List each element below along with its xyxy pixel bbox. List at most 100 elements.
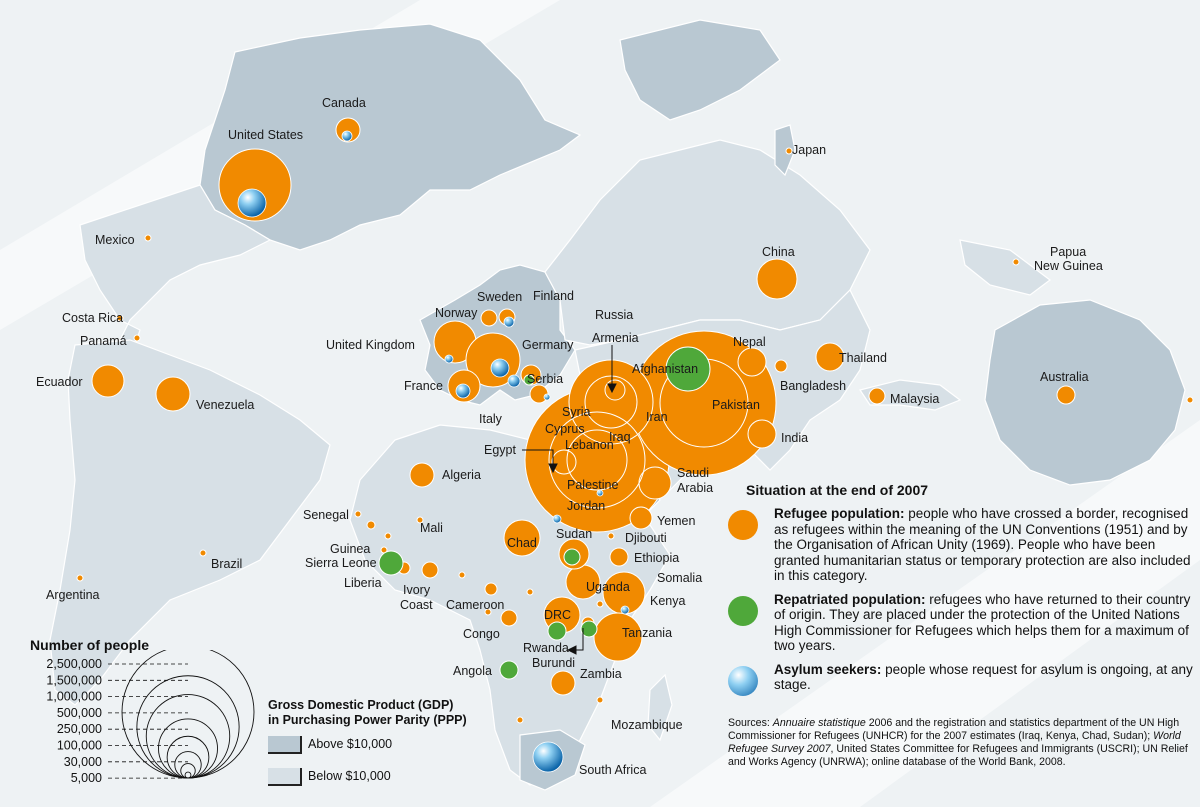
label-saudi-2: Arabia bbox=[677, 481, 714, 495]
asylum-bubbles bbox=[237, 130, 630, 773]
refugee-bubble-egypt-region bbox=[551, 449, 577, 475]
asylum-bubble-united-kingdom bbox=[444, 354, 454, 364]
label-palestine: Palestine bbox=[567, 478, 619, 492]
label-nepal: Nepal bbox=[733, 335, 766, 349]
refugee-dot-11 bbox=[484, 608, 492, 616]
label-ivory-1: Ivory bbox=[403, 583, 431, 597]
refugee-dot-2 bbox=[133, 334, 141, 342]
refugee-dot-0 bbox=[144, 234, 152, 242]
egypt-arrow bbox=[548, 463, 558, 474]
situation-legend: Situation at the end of 2007 Refugee pop… bbox=[728, 482, 1193, 701]
sources-note: Sources: Annuaire statistique 2006 and t… bbox=[728, 717, 1194, 769]
legend-refugee-term: Refugee population: bbox=[774, 506, 905, 521]
refugee-bubble-nepal bbox=[737, 347, 767, 377]
gdp-legend-title: Gross Domestic Product (GDP) in Purchasi… bbox=[268, 698, 528, 728]
size-circle bbox=[174, 751, 202, 779]
size-legend: 2,500,000 1,500,000 1,000,000 500,000 250,00… bbox=[46, 650, 255, 785]
legend-repatriated: Repatriated population: refugees who hav… bbox=[728, 592, 1193, 654]
gdp-below-swatch bbox=[268, 768, 302, 786]
sources-prefix: Sources: bbox=[728, 717, 773, 729]
asylum-bubble-france bbox=[455, 383, 471, 399]
bubble-ring-2 bbox=[584, 375, 638, 429]
label-algeria: Algeria bbox=[442, 468, 481, 482]
label-egypt: Egypt bbox=[484, 443, 516, 457]
sources-title1: Annuaire statistique bbox=[772, 717, 866, 729]
label-brazil: Brazil bbox=[211, 557, 243, 571]
refugee-bubble-bangladesh bbox=[774, 359, 788, 373]
refugee-dot-10 bbox=[458, 571, 466, 579]
legend-refugee-desc: people who have crossed a border, recogn… bbox=[774, 506, 1191, 583]
refugee-bubble-algeria bbox=[409, 462, 435, 488]
refugee-bubble-thailand bbox=[815, 342, 845, 372]
size-legend-title: Number of people bbox=[30, 637, 150, 653]
refugee-bubble-italy-region bbox=[529, 384, 549, 404]
leader-lines bbox=[522, 345, 617, 655]
asylum-bubble-canada bbox=[341, 130, 353, 142]
repatriated-bubbles bbox=[378, 346, 711, 680]
repatriated-swatch-icon bbox=[728, 595, 758, 626]
label-france: France bbox=[404, 379, 443, 393]
repatriated-bubble-burundi bbox=[580, 620, 598, 638]
asylum-bubble-jordan bbox=[596, 489, 604, 497]
size-label: 2,500,000 bbox=[46, 657, 102, 671]
repatriated-bubble-angola bbox=[499, 660, 519, 680]
refugee-dot-6 bbox=[1012, 258, 1020, 266]
refugee-dot-3 bbox=[199, 549, 207, 557]
label-congo: Congo bbox=[463, 627, 500, 641]
refugee-bubble-tanzania bbox=[593, 612, 643, 662]
refugee-bubble-armenia bbox=[604, 379, 626, 401]
label-malaysia: Malaysia bbox=[890, 392, 940, 406]
label-norway: Norway bbox=[435, 306, 478, 320]
australia-land bbox=[984, 299, 1186, 486]
refugee-bubble-united-states bbox=[218, 148, 292, 222]
legend-asylum-desc: people whose request for asylum is ongoi… bbox=[774, 661, 1193, 693]
label-panama: Panamá bbox=[80, 334, 127, 348]
label-jordan: Jordan bbox=[567, 499, 606, 513]
legend-refugee: Refugee population: people who have cros… bbox=[728, 506, 1193, 584]
label-mozambique: Mozambique bbox=[611, 718, 683, 732]
refugee-bubble-venezuela bbox=[155, 376, 191, 412]
label-india: India bbox=[781, 431, 809, 445]
armenia-arrow bbox=[607, 383, 617, 394]
refugee-bubble-india bbox=[747, 419, 777, 449]
size-label: 100,000 bbox=[57, 739, 102, 753]
label-somalia: Somalia bbox=[657, 571, 703, 585]
size-label: 500,000 bbox=[57, 706, 102, 720]
label-mali: Mali bbox=[420, 521, 443, 535]
label-united-states: United States bbox=[228, 128, 304, 142]
label-cameroon: Cameroon bbox=[446, 598, 505, 612]
label-senegal: Senegal bbox=[303, 508, 349, 522]
repatriated-bubble-sudan bbox=[563, 548, 581, 566]
refugee-bubble-zambia bbox=[550, 670, 576, 696]
label-argentina: Argentina bbox=[46, 588, 100, 602]
label-sudan: Sudan bbox=[556, 527, 593, 541]
label-venezuela: Venezuela bbox=[196, 398, 255, 412]
label-burundi: Burundi bbox=[532, 656, 576, 670]
label-sweden: Sweden bbox=[477, 290, 523, 304]
label-ethiopia: Ethiopia bbox=[634, 551, 680, 565]
label-chad: Chad bbox=[507, 536, 537, 550]
repatriated-bubble-afghanistan bbox=[665, 346, 711, 392]
south-america-land bbox=[49, 339, 331, 706]
refugee-bubble-china bbox=[756, 258, 798, 300]
label-saudi-1: Saudi bbox=[677, 466, 709, 480]
label-lebanon: Lebanon bbox=[565, 438, 614, 452]
size-circle bbox=[180, 763, 196, 779]
refugee-bubble-ivory-coast bbox=[421, 561, 439, 579]
repatriated-bubble-drc bbox=[547, 621, 567, 641]
gdp-above-row: Above $10,000 bbox=[268, 734, 528, 756]
label-papua-1: Papua bbox=[1050, 245, 1087, 259]
refugee-bubble-senegal bbox=[366, 520, 376, 530]
gdp-below-label: Below $10,000 bbox=[308, 769, 391, 783]
asylum-bubble-sweden bbox=[503, 316, 515, 328]
label-bangladesh: Bangladesh bbox=[780, 379, 847, 393]
gdp-above-swatch bbox=[268, 736, 302, 754]
refugee-dot-16 bbox=[596, 696, 604, 704]
refugee-dot-4 bbox=[76, 574, 84, 582]
sources-part2: , United States Committee for Refugees a… bbox=[728, 743, 1188, 768]
russia-land bbox=[544, 139, 871, 346]
size-label: 1,500,000 bbox=[46, 673, 102, 687]
label-serbia: Serbia bbox=[527, 372, 564, 386]
asylum-bubble-egypt bbox=[552, 514, 562, 524]
